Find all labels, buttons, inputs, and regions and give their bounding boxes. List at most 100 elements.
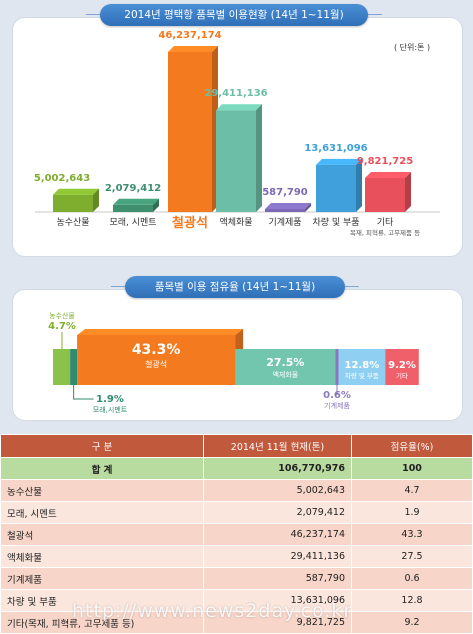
row-value: 46,237,174 [203,523,352,546]
bar-value-label: 46,237,174 [158,30,222,41]
total-value: 106,770,976 [203,457,352,480]
bar-top [365,172,411,179]
bar-value-label: 13,631,096 [304,142,368,154]
bar [113,204,153,212]
bar [216,110,256,212]
share-name-label: 기타 [396,371,408,380]
row-value: 9,821,725 [203,611,352,634]
column-header-category: 구 분 [0,434,204,458]
share-segment [385,349,419,385]
row-name: 액체화물 [0,545,204,568]
table-row: 기계제품 587,790 0.6 [0,567,473,590]
bar-side [93,188,99,212]
row-value: 5,002,643 [203,479,352,502]
row-value: 587,790 [203,567,352,590]
row-name: 모래, 시멘트 [0,501,204,524]
bar-top [113,198,159,205]
bar-top [168,46,218,52]
leader-line [73,385,94,400]
bar-value-label: 5,002,643 [33,172,91,184]
share-value-label: 4.7% [48,321,76,332]
share-name-label: 액체화물 [272,371,298,379]
row-value: 2,079,412 [203,501,352,524]
table-row: 기타(목재, 피혁류, 고무제품 등) 9,821,725 9.2 [0,611,473,634]
table-total-row: 합 계 106,770,976 100 [0,457,473,480]
cargo-table: 구 분 2014년 11월 현재(톤) 점유율(%) 합 계 106,770,9… [0,434,473,634]
table-row: 농수산물 5,002,643 4.7 [0,479,473,502]
category-label: 차량 및 부품 [312,218,360,228]
table-row: 철광석 46,237,174 43.3 [0,523,473,546]
bar-top [265,203,311,209]
table-row: 모래, 시멘트 2,079,412 1.9 [0,501,473,524]
bar-side [356,158,362,212]
share-segment [338,349,386,385]
table-row: 차량 및 부품 13,631,096 12.8 [0,589,473,612]
column-header-share: 점유율(%) [351,434,473,458]
row-name: 농수산물 [0,479,204,502]
share-value-label: 0.6% [323,390,351,401]
category-label: 모래, 시멘트 [109,218,157,228]
bar-side [153,198,159,212]
share-name-label: 모래,시멘트 [93,405,128,414]
bar-chart-title: 2014년 평택항 품목별 이용현황 (14년 1~11월) [86,4,382,26]
category-note: 목재, 피혁류, 고무제품 등 [349,229,421,237]
share-name-label: 농수산물 [49,311,75,320]
column-header-tonnage: 2014년 11월 현재(톤) [203,434,352,458]
bar-top [216,104,262,111]
share-value-label: 9.2% [388,360,416,371]
row-value: 29,411,136 [203,545,352,568]
category-label: 기타 목재, 피혁류, 고무제품 등 [345,218,425,237]
row-share: 1.9 [351,501,473,524]
row-name: 기타(목재, 피혁류, 고무제품 등) [0,611,204,634]
share-segment [235,349,336,385]
row-share: 9.2 [351,611,473,634]
unit-label: ( 단위:톤 ) [394,43,431,52]
share-value-label: 27.5% [266,356,304,369]
row-name: 차량 및 부품 [0,589,204,612]
bar-side [405,172,411,212]
share-name-label: 차량 및 부품 [345,371,379,380]
row-name: 기계제품 [0,567,204,590]
bar-value-label: 29,411,136 [204,88,268,100]
share-value-label: 1.9% [96,394,124,405]
row-value: 13,631,096 [203,589,352,612]
bar-value-label: 587,790 [262,187,308,198]
table-row: 액체화물 29,411,136 27.5 [0,545,473,568]
row-name: 철광석 [0,523,204,546]
bar [53,194,93,212]
category-label: 기계제품 [268,218,302,228]
bar-value-label: 9,821,725 [356,156,414,167]
row-share: 43.3 [351,523,473,546]
share-chart-title: 품목별 이용 점유율 (14년 1~11월) [111,276,359,298]
bar [365,178,405,212]
row-share: 0.6 [351,567,473,590]
share-segment-top [77,329,244,335]
bar-side [305,203,311,212]
total-share: 100 [351,457,473,480]
row-share: 27.5 [351,545,473,568]
bar [168,52,212,212]
row-share: 4.7 [351,479,473,502]
bar [265,209,305,212]
bar-side [256,104,262,212]
category-label: 농수산물 [56,218,90,228]
share-segment [335,349,339,385]
bar-top [316,158,362,165]
share-segment [70,349,78,385]
row-share: 12.8 [351,589,473,612]
bar [316,164,356,212]
share-segment [53,349,71,385]
category-label: 철광석 [172,216,208,231]
total-label: 합 계 [0,457,204,480]
bar-chart [35,46,440,213]
category-label: 액체화물 [219,218,253,228]
share-value-label: 12.8% [345,360,380,371]
share-name-label: 기계제품 [324,401,350,410]
table-header-row: 구 분 2014년 11월 현재(톤) 점유율(%) [0,434,473,458]
bar-value-label: 2,079,412 [104,182,162,194]
share-name-label: 철광석 [145,359,167,369]
bar-top [53,188,99,195]
share-value-label: 43.3% [132,342,181,358]
share-segment [77,335,236,385]
